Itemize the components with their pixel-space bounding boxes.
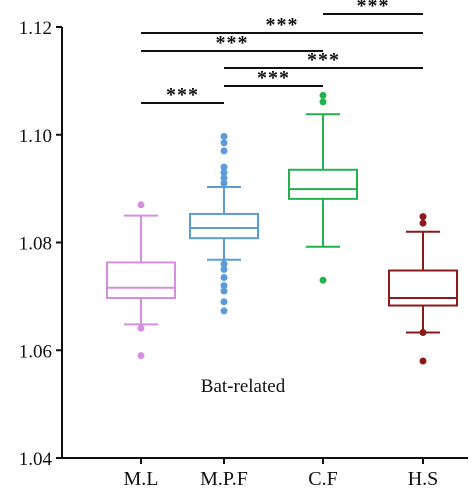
box-iqr (106, 261, 176, 299)
outlier-point (137, 352, 145, 360)
y-tick-label: 1.06 (19, 341, 52, 362)
box-ml (106, 201, 176, 360)
box-hs (388, 213, 458, 365)
box-series (106, 91, 458, 365)
significance-label: *** (257, 67, 290, 89)
box-iqr (189, 212, 259, 240)
outlier-point (220, 132, 228, 140)
box-iqr (288, 168, 358, 200)
outlier-point (319, 91, 327, 99)
significance-label: *** (166, 84, 199, 106)
y-tick-label: 1.12 (19, 18, 52, 39)
outlier-point (319, 276, 327, 284)
outlier-point (220, 274, 228, 282)
significance-label: *** (357, 0, 390, 17)
outlier-point (319, 98, 327, 106)
axes: 1.04 1.06 1.08 1.10 1.12 M.L M.P.F C.F H.S (19, 18, 468, 490)
significance-label: *** (216, 32, 249, 54)
x-tick-label: M.L (124, 468, 159, 490)
chart-annotation: Bat-related (201, 376, 286, 397)
y-tick-label: 1.08 (19, 234, 52, 255)
x-tick-label: H.S (408, 468, 439, 490)
outlier-point (220, 139, 228, 147)
x-tick-label: C.F (308, 468, 337, 490)
outlier-point (419, 357, 427, 365)
significance-label: *** (266, 14, 299, 36)
outlier-point (220, 307, 228, 315)
outlier-point (419, 219, 427, 227)
outlier-point (220, 147, 228, 155)
box-mpf (189, 132, 259, 315)
significance-brackets: *** *** *** *** *** *** (141, 0, 423, 106)
y-tick-label: 1.04 (19, 449, 53, 470)
outlier-point (220, 179, 228, 187)
outlier-point (419, 213, 427, 221)
box-cf (288, 91, 358, 284)
outlier-point (137, 324, 145, 332)
outlier-point (220, 298, 228, 306)
x-tick-label: M.P.F (200, 468, 248, 490)
outlier-point (137, 201, 145, 209)
outlier-point (220, 287, 228, 295)
y-tick-label: 1.10 (19, 126, 52, 147)
outlier-point (220, 265, 228, 273)
significance-label: *** (307, 49, 340, 71)
outlier-point (419, 328, 427, 336)
box-iqr (388, 269, 458, 307)
